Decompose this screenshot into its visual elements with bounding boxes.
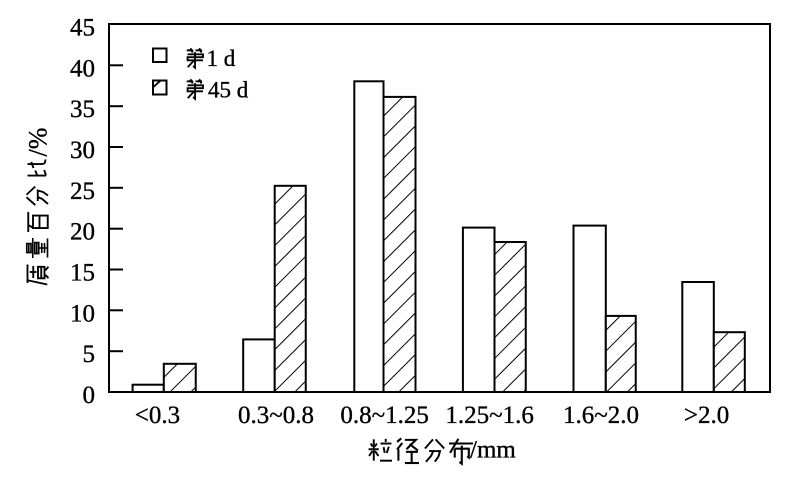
svg-text:0: 0 — [83, 382, 96, 409]
svg-text:40: 40 — [70, 55, 95, 82]
svg-text:/%: /% — [24, 128, 53, 157]
svg-text:5: 5 — [83, 341, 96, 368]
svg-text:0.8~1.25: 0.8~1.25 — [340, 402, 429, 429]
svg-text:35: 35 — [70, 96, 95, 123]
svg-text:15: 15 — [70, 260, 95, 287]
svg-text:25: 25 — [70, 178, 95, 205]
svg-text:20: 20 — [70, 219, 95, 246]
svg-text:0.3~0.8: 0.3~0.8 — [238, 402, 314, 429]
svg-text:/mm: /mm — [470, 437, 516, 464]
svg-text:1 d: 1 d — [207, 46, 236, 71]
svg-text:45 d: 45 d — [208, 78, 249, 103]
svg-text:1.25~1.6: 1.25~1.6 — [445, 402, 534, 429]
svg-text:1.6~2.0: 1.6~2.0 — [563, 402, 639, 429]
svg-text:<0.3: <0.3 — [135, 402, 180, 429]
svg-text:30: 30 — [70, 137, 95, 164]
svg-text:10: 10 — [70, 300, 95, 327]
svg-text:45: 45 — [70, 15, 95, 42]
svg-text:>2.0: >2.0 — [684, 402, 729, 429]
